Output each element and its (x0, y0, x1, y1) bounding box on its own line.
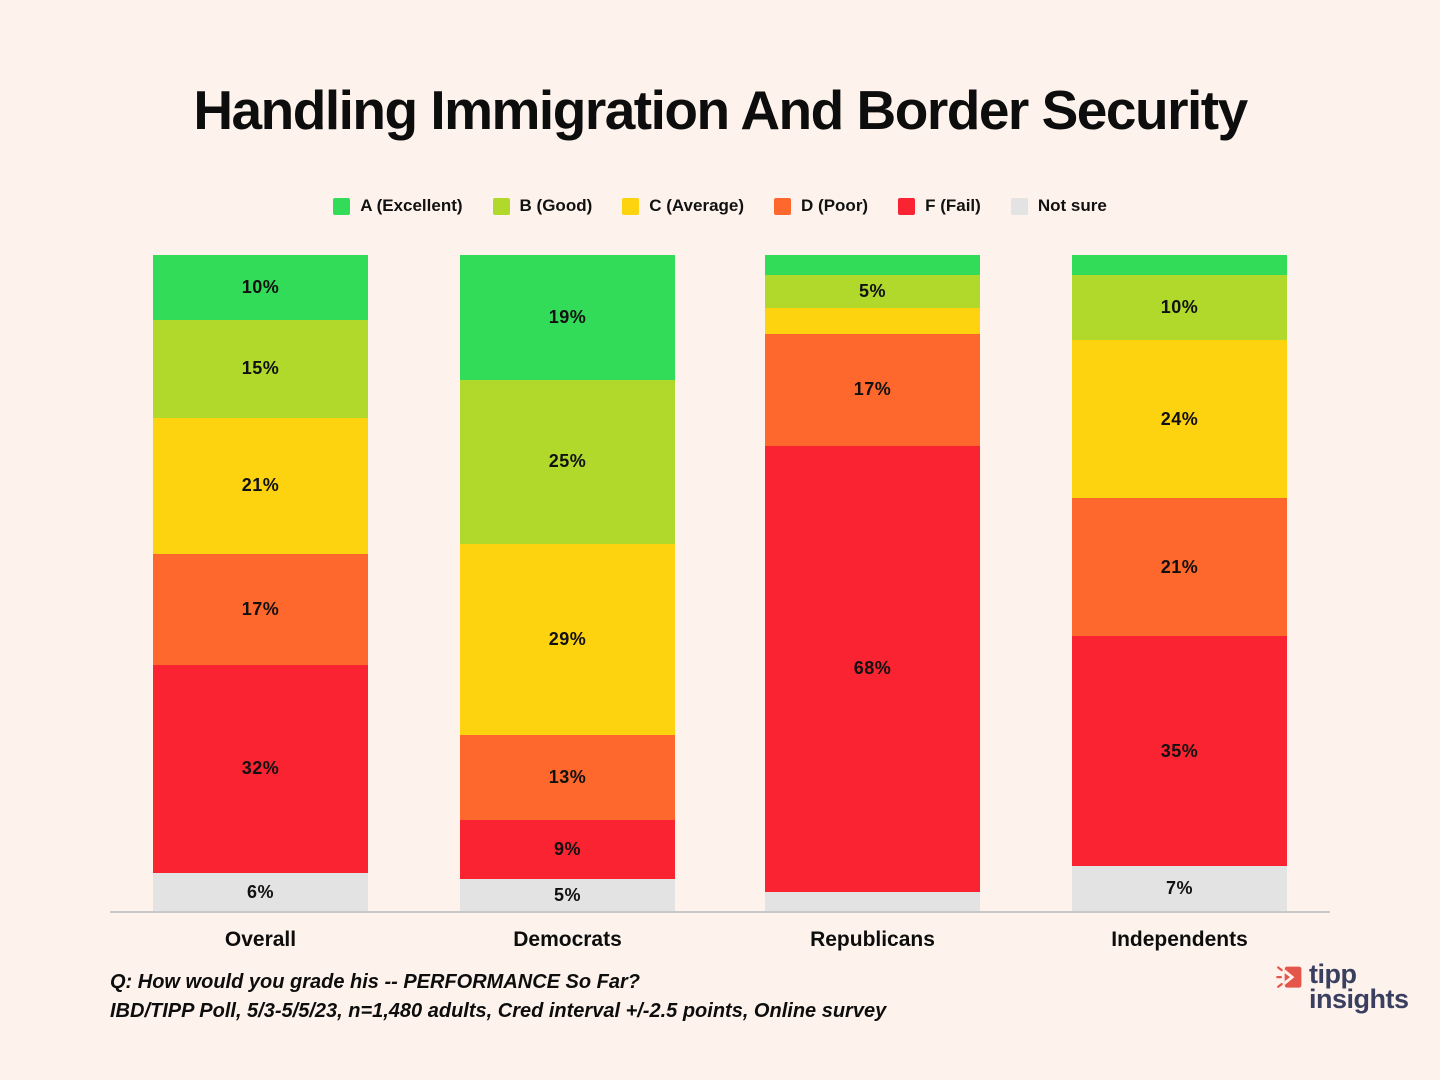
bar-independents: 10% 24% 21% 35% 7% (1072, 255, 1287, 912)
legend-label-d-poor: D (Poor) (801, 196, 869, 215)
value-label-democrats-a-excellent: 19% (548, 306, 587, 327)
category-label-overall: Overall (224, 928, 297, 951)
value-label-independents-d-poor: 21% (1160, 556, 1199, 577)
value-label-republicans-b-good: 5% (858, 280, 886, 301)
legend: A (Excellent) B (Good) C (Average) D (Poor)… (0, 196, 1440, 216)
segment-independents-a-excellent (1072, 255, 1287, 275)
legend-swatch-f-fail (898, 197, 916, 215)
legend-item-not-sure: Not sure (1010, 196, 1107, 216)
segment-independents-not-sure: 7% (1072, 865, 1287, 912)
segment-independents-f-fail: 35% (1072, 636, 1287, 866)
value-label-republicans-d-poor: 17% (853, 379, 892, 400)
legend-swatch-a-excellent (333, 197, 351, 215)
segment-republicans-not-sure (765, 892, 980, 912)
segment-overall-not-sure: 6% (153, 872, 368, 912)
value-label-independents-not-sure: 7% (1165, 878, 1193, 899)
logo-word-tipp: tipp (1309, 959, 1357, 989)
value-label-independents-b-good: 10% (1160, 297, 1199, 318)
category-label-independents: Independents (1111, 928, 1248, 951)
legend-item-b-good: B (Good) (492, 196, 593, 216)
value-label-democrats-c-average: 29% (548, 628, 587, 649)
segment-democrats-b-good: 25% (460, 379, 675, 545)
value-label-democrats-f-fail: 9% (553, 839, 581, 860)
value-label-overall-c-average: 21% (241, 475, 280, 496)
segment-republicans-d-poor: 17% (765, 333, 980, 446)
survey-source: IBD/TIPP Poll, 5/3-5/5/23, n=1,480 adult… (110, 1000, 887, 1022)
legend-label-a-excellent: A (Excellent) (360, 196, 463, 215)
legend-label-f-fail: F (Fail) (925, 196, 981, 215)
legend-label-not-sure: Not sure (1037, 196, 1107, 215)
value-label-democrats-b-good: 25% (548, 451, 587, 472)
value-label-independents-c-average: 24% (1160, 408, 1199, 429)
segment-democrats-f-fail: 9% (460, 820, 675, 880)
segment-democrats-not-sure: 5% (460, 879, 675, 912)
segment-independents-b-good: 10% (1072, 274, 1287, 341)
value-label-overall-f-fail: 32% (241, 758, 280, 779)
x-axis-line (110, 911, 1330, 913)
legend-item-d-poor: D (Poor) (774, 196, 868, 216)
plot-area: 10% 15% 21% 17% 32% 6% 19% 25% 29% 13% 9% 5% 5% 17% 68… (0, 255, 1440, 912)
value-label-overall-not-sure: 6% (246, 881, 274, 902)
segment-overall-c-average: 21% (153, 417, 368, 555)
category-label-republicans: Republicans (810, 928, 935, 951)
segment-democrats-c-average: 29% (460, 544, 675, 735)
segment-republicans-a-excellent (765, 255, 980, 275)
legend-swatch-not-sure (1010, 197, 1028, 215)
value-label-democrats-d-poor: 13% (548, 766, 587, 787)
value-label-overall-d-poor: 17% (241, 598, 280, 619)
value-label-independents-f-fail: 35% (1160, 740, 1199, 761)
bar-overall: 10% 15% 21% 17% 32% 6% (153, 255, 368, 912)
tipp-insights-icon (1276, 966, 1302, 988)
segment-republicans-c-average (765, 307, 980, 334)
tipp-insights-wordmark: tipp insights (1309, 959, 1409, 1014)
value-label-overall-b-good: 15% (241, 358, 280, 379)
chart-title: Handling Immigration And Border Security (193, 79, 1248, 141)
legend-item-f-fail: F (Fail) (898, 196, 981, 216)
survey-question: Q: How would you grade his -- PERFORMANC… (110, 971, 641, 993)
segment-republicans-f-fail: 68% (765, 445, 980, 893)
legend-swatch-b-good (492, 197, 510, 215)
bar-republicans: 5% 17% 68% (765, 255, 980, 912)
segment-overall-b-good: 15% (153, 320, 368, 418)
legend-label-c-average: C (Average) (649, 196, 745, 215)
segment-democrats-a-excellent: 19% (460, 255, 675, 380)
segment-democrats-d-poor: 13% (460, 734, 675, 820)
segment-overall-d-poor: 17% (153, 554, 368, 665)
segment-independents-c-average: 24% (1072, 340, 1287, 499)
value-label-republicans-f-fail: 68% (853, 658, 892, 679)
logo-word-insights: insights (1309, 984, 1409, 1014)
value-label-overall-a-excellent: 10% (241, 277, 280, 298)
segment-republicans-b-good: 5% (765, 274, 980, 308)
legend-swatch-d-poor (774, 197, 792, 215)
segment-overall-f-fail: 32% (153, 664, 368, 873)
legend-label-b-good: B (Good) (519, 196, 593, 215)
segment-independents-d-poor: 21% (1072, 498, 1287, 637)
category-label-democrats: Democrats (513, 928, 622, 951)
legend-swatch-c-average (622, 197, 640, 215)
footer-notes: Q: How would you grade his -- PERFORMANC… (110, 968, 886, 1026)
bar-democrats: 19% 25% 29% 13% 9% 5% (460, 255, 675, 912)
value-label-democrats-not-sure: 5% (553, 885, 581, 906)
legend-item-a-excellent: A (Excellent) (333, 196, 463, 216)
tipp-insights-logo: tipp insights (1276, 959, 1409, 1014)
segment-overall-a-excellent: 10% (153, 255, 368, 321)
legend-item-c-average: C (Average) (622, 196, 744, 216)
